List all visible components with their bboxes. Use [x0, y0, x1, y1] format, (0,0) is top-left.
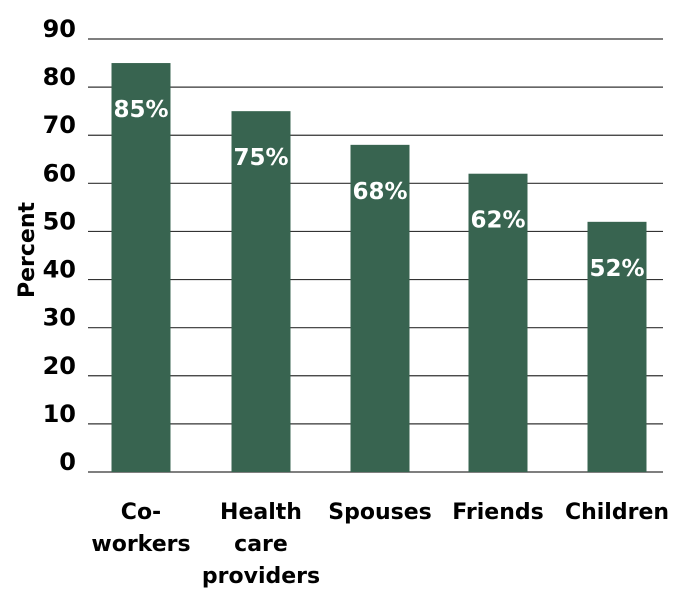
y-tick-label: 80	[43, 63, 76, 91]
y-tick-label: 90	[43, 15, 76, 43]
bar	[231, 111, 291, 473]
bar	[350, 144, 410, 472]
y-tick-label: 20	[43, 352, 76, 380]
y-axis-ticks: 0 10 20 30 40 50 60 70 80 90	[43, 15, 76, 476]
x-category-label: care	[234, 532, 288, 557]
bar	[111, 63, 171, 473]
bar-value-label: 52%	[589, 256, 644, 282]
x-axis-categories: Co-workers Health care providers Spouses Frie…	[91, 500, 669, 589]
bar-value-label: 62%	[470, 208, 525, 234]
x-category-label: Spouses	[328, 500, 431, 525]
bars	[111, 63, 647, 473]
bar-value-label: 85%	[113, 97, 168, 123]
y-tick-label: 70	[43, 111, 76, 139]
data-labels: 85% 75% 68% 62% 52%	[113, 97, 644, 282]
bar	[587, 221, 647, 472]
x-category-label: Children	[565, 500, 669, 525]
bar-value-label: 68%	[352, 179, 407, 205]
y-tick-label: 30	[43, 304, 76, 332]
x-category-label: Friends	[452, 500, 543, 525]
x-category-label: Health	[220, 500, 302, 525]
y-tick-label: 10	[43, 400, 76, 428]
x-category-label: Co-	[121, 500, 161, 525]
x-category-label: workers	[91, 532, 190, 557]
y-tick-label: 40	[43, 256, 76, 284]
y-axis-title: Percent	[15, 202, 40, 299]
x-category-label: providers	[202, 564, 320, 589]
y-tick-label: 50	[43, 207, 76, 235]
bar-value-label: 75%	[233, 145, 288, 171]
bar	[468, 173, 528, 472]
y-tick-label: 0	[59, 448, 76, 476]
y-tick-label: 60	[43, 159, 76, 187]
